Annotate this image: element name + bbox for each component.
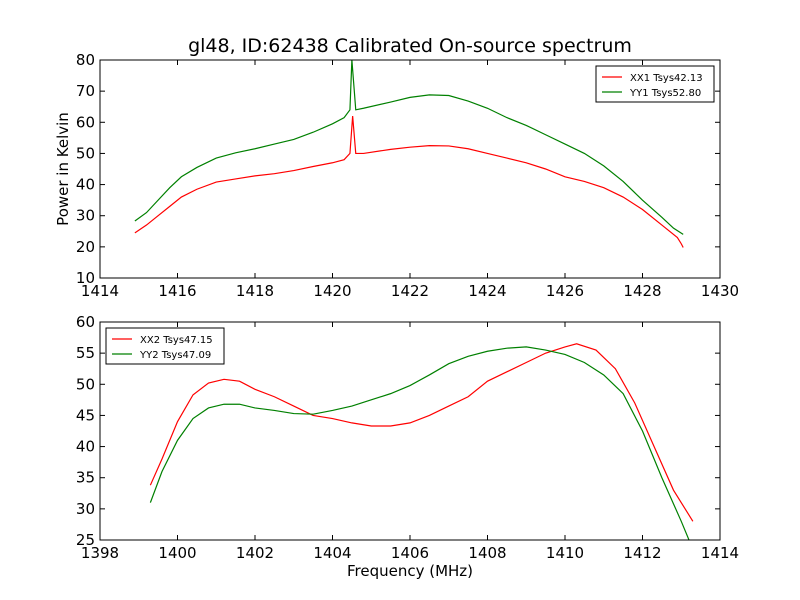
legend: XX2 Tsys47.15 YY2 Tsys47.09: [105, 327, 225, 365]
y-tick-label: 35: [76, 469, 95, 487]
x-tick-label: 1420: [313, 282, 351, 300]
legend-label: YY1 Tsys52.80: [629, 88, 701, 99]
legend-label: XX2 Tsys47.15: [140, 335, 213, 346]
y-tick-label: 10: [76, 269, 95, 287]
x-tick-label: 1402: [236, 544, 274, 562]
series-line-2: [134, 60, 684, 235]
x-tick-label: 1414: [81, 282, 119, 300]
x-tick-label: 1422: [391, 282, 429, 300]
y-axis-label: Power in Kelvin: [54, 112, 72, 226]
y-tick-label: 60: [76, 113, 95, 131]
y-tick-label: 70: [76, 82, 95, 100]
bottom-plot: 1398 1400 1402 1404 1406 1408 1410 1412 1414 25 30…: [76, 313, 739, 562]
series-line-2: [149, 346, 690, 540]
x-tick-label: 1400: [158, 544, 196, 562]
y-tick-label: 30: [76, 207, 95, 225]
y-tick-label: 40: [76, 176, 95, 194]
chart-title: gl48, ID:62438 Calibrated On-source spec…: [188, 35, 632, 57]
y-tick-label: 55: [76, 344, 95, 362]
x-tick-label: 1408: [468, 544, 506, 562]
x-tick-label: 1430: [701, 282, 739, 300]
x-tick-label: 1426: [546, 282, 584, 300]
x-tick-label: 1416: [158, 282, 196, 300]
y-tick-label: 50: [76, 375, 95, 393]
y-tick-label: 50: [76, 144, 95, 162]
x-tick-label: 1418: [236, 282, 274, 300]
x-tick-label: 1414: [701, 544, 739, 562]
x-tick-label: 1404: [313, 544, 351, 562]
x-tick-label: 1412: [623, 544, 661, 562]
legend-frame: [595, 65, 715, 103]
legend-frame: [105, 327, 225, 365]
x-tick-label: 1406: [391, 544, 429, 562]
y-tick-label: 25: [76, 531, 95, 549]
top-plot: 1414 1416 1418 1420 1422 1424 1426 1428 1430 10 20…: [76, 51, 739, 300]
x-tick-label: 1410: [546, 544, 584, 562]
y-tick-label: 40: [76, 438, 95, 456]
legend: XX1 Tsys42.13 YY1 Tsys52.80: [595, 65, 715, 103]
series-line-1: [149, 343, 694, 522]
y-tick-label: 20: [76, 238, 95, 256]
y-tick-label: 30: [76, 500, 95, 518]
x-tick-label: 1424: [468, 282, 506, 300]
series-line-1: [134, 116, 684, 248]
y-tick-label: 45: [76, 406, 95, 424]
x-tick-label: 1428: [623, 282, 661, 300]
y-tick-label: 80: [76, 51, 95, 69]
x-tick-label: 1398: [81, 544, 119, 562]
y-tick-label: 60: [76, 313, 95, 331]
x-axis-label: Frequency (MHz): [347, 562, 473, 580]
legend-label: YY2 Tsys47.09: [139, 350, 211, 361]
legend-label: XX1 Tsys42.13: [630, 73, 703, 84]
